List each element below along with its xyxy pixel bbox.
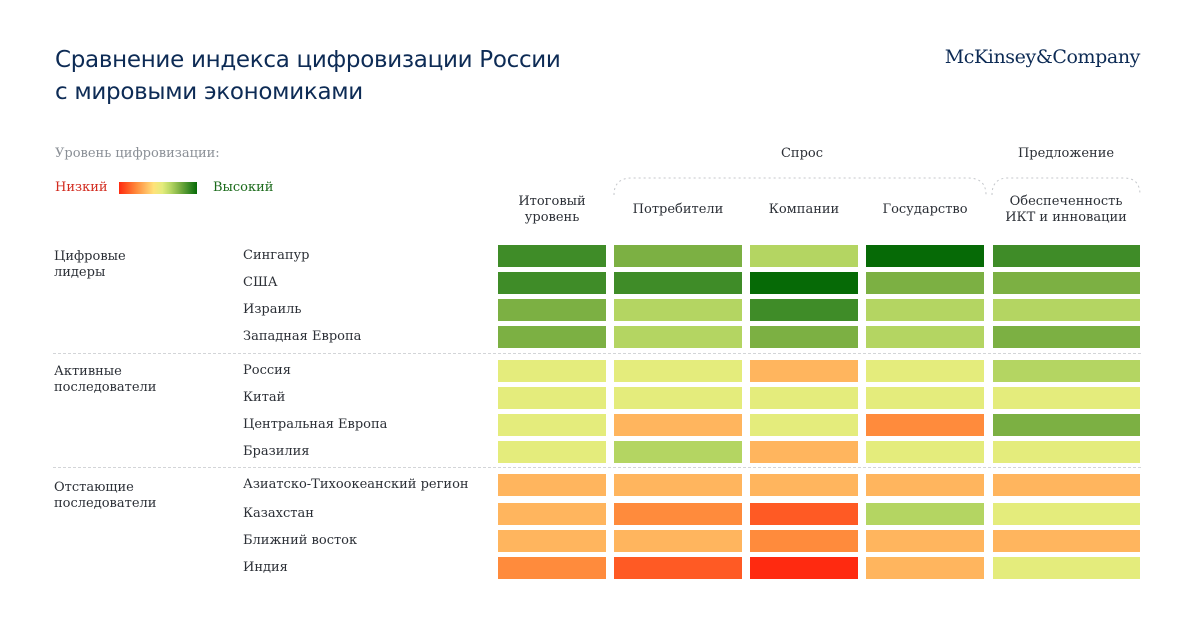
- category-label-active: Активные последователи: [54, 364, 157, 395]
- heatmap-cell: [750, 387, 858, 409]
- title-line-1: Сравнение индекса цифровизации России: [55, 47, 561, 73]
- heatmap-cell: [866, 503, 984, 525]
- heatmap-cell: [750, 503, 858, 525]
- heatmap-cell: [993, 503, 1140, 525]
- heatmap-cell: [993, 474, 1140, 496]
- row-label: Индия: [243, 560, 288, 575]
- column-group-demand: Спрос: [780, 146, 824, 161]
- category-separator: [53, 353, 1141, 354]
- legend-caption: Уровень цифровизации:: [55, 146, 220, 161]
- heatmap-cell: [750, 245, 858, 267]
- heatmap-cell: [750, 360, 858, 382]
- heatmap-cell: [614, 326, 742, 348]
- row-label: Казахстан: [243, 506, 314, 521]
- heatmap-cell: [866, 474, 984, 496]
- column-header-government: Государство: [882, 202, 968, 217]
- heatmap-cell: [498, 299, 606, 321]
- column-header-total: Итоговый уровень: [518, 194, 586, 225]
- heatmap-cell: [498, 474, 606, 496]
- heatmap-cell: [498, 326, 606, 348]
- row-label: Азиатско-Тихоокеанский регион: [243, 477, 469, 492]
- heatmap-cell: [866, 441, 984, 463]
- heatmap-cell: [993, 530, 1140, 552]
- heatmap-cell: [993, 245, 1140, 267]
- heatmap-cell: [866, 272, 984, 294]
- heatmap-cell: [993, 414, 1140, 436]
- heatmap-cell: [866, 245, 984, 267]
- title-line-2: с мировыми экономиками: [55, 79, 363, 105]
- heatmap-cell: [498, 387, 606, 409]
- column-header-consumers: Потребители: [632, 202, 724, 217]
- heatmap-cell: [614, 360, 742, 382]
- row-label: Ближний восток: [243, 533, 358, 548]
- heatmap-cell: [866, 360, 984, 382]
- heatmap-cell: [750, 299, 858, 321]
- heatmap-cell: [614, 503, 742, 525]
- row-label: Западная Европа: [243, 329, 362, 344]
- row-label: Россия: [243, 363, 292, 378]
- heatmap-cell: [498, 441, 606, 463]
- heatmap-cell: [750, 557, 858, 579]
- row-label: США: [243, 275, 278, 290]
- heatmap-cell: [498, 245, 606, 267]
- heatmap-cell: [750, 326, 858, 348]
- heatmap-cell: [993, 360, 1140, 382]
- heatmap-cell: [866, 530, 984, 552]
- heatmap-cell: [993, 557, 1140, 579]
- heatmap-cell: [750, 414, 858, 436]
- heatmap-cell: [614, 474, 742, 496]
- heatmap-cell: [498, 360, 606, 382]
- heatmap-cell: [750, 272, 858, 294]
- column-header-ict: Обеспеченность ИКТ и инновации: [1005, 194, 1127, 225]
- category-label-leaders: Цифровые лидеры: [54, 249, 126, 280]
- heatmap-cell: [614, 272, 742, 294]
- row-label: Китай: [243, 390, 286, 405]
- heatmap-cell: [614, 557, 742, 579]
- heatmap-cell: [498, 503, 606, 525]
- row-label: Сингапур: [243, 248, 310, 263]
- heatmap-cell: [498, 557, 606, 579]
- chart-title: Сравнение индекса цифровизации России с …: [55, 44, 755, 108]
- column-header-companies: Компании: [768, 202, 840, 217]
- heatmap-cell: [614, 530, 742, 552]
- heatmap-cell: [498, 414, 606, 436]
- heatmap-cell: [993, 299, 1140, 321]
- row-label: Израиль: [243, 302, 302, 317]
- category-separator: [53, 467, 1141, 468]
- demand-bracket: [613, 177, 987, 196]
- legend-low-label: Низкий: [55, 180, 108, 195]
- heatmap-cell: [866, 557, 984, 579]
- heatmap-cell: [614, 441, 742, 463]
- heatmap-cell: [993, 326, 1140, 348]
- heatmap-cell: [614, 387, 742, 409]
- heatmap-cell: [993, 272, 1140, 294]
- legend-high-label: Высокий: [213, 180, 274, 195]
- heatmap-cell: [614, 245, 742, 267]
- heatmap-cell: [866, 299, 984, 321]
- heatmap-cell: [750, 441, 858, 463]
- heatmap-cell: [866, 414, 984, 436]
- row-label: Центральная Европа: [243, 417, 388, 432]
- heatmap-cell: [750, 474, 858, 496]
- legend-gradient-bar: [119, 182, 197, 194]
- heatmap-cell: [866, 326, 984, 348]
- heatmap-cell: [614, 414, 742, 436]
- heatmap-cell: [993, 387, 1140, 409]
- column-group-supply: Предложение: [1017, 146, 1115, 161]
- mckinsey-logo: McKinsey&Company: [944, 46, 1141, 68]
- heatmap-cell: [498, 272, 606, 294]
- category-label-lagging: Отстающие последователи: [54, 480, 157, 511]
- heatmap-cell: [614, 299, 742, 321]
- heatmap-cell: [866, 387, 984, 409]
- heatmap-cell: [750, 530, 858, 552]
- row-label: Бразилия: [243, 444, 310, 459]
- heatmap-cell: [993, 441, 1140, 463]
- supply-bracket: [991, 177, 1141, 196]
- heatmap-cell: [498, 530, 606, 552]
